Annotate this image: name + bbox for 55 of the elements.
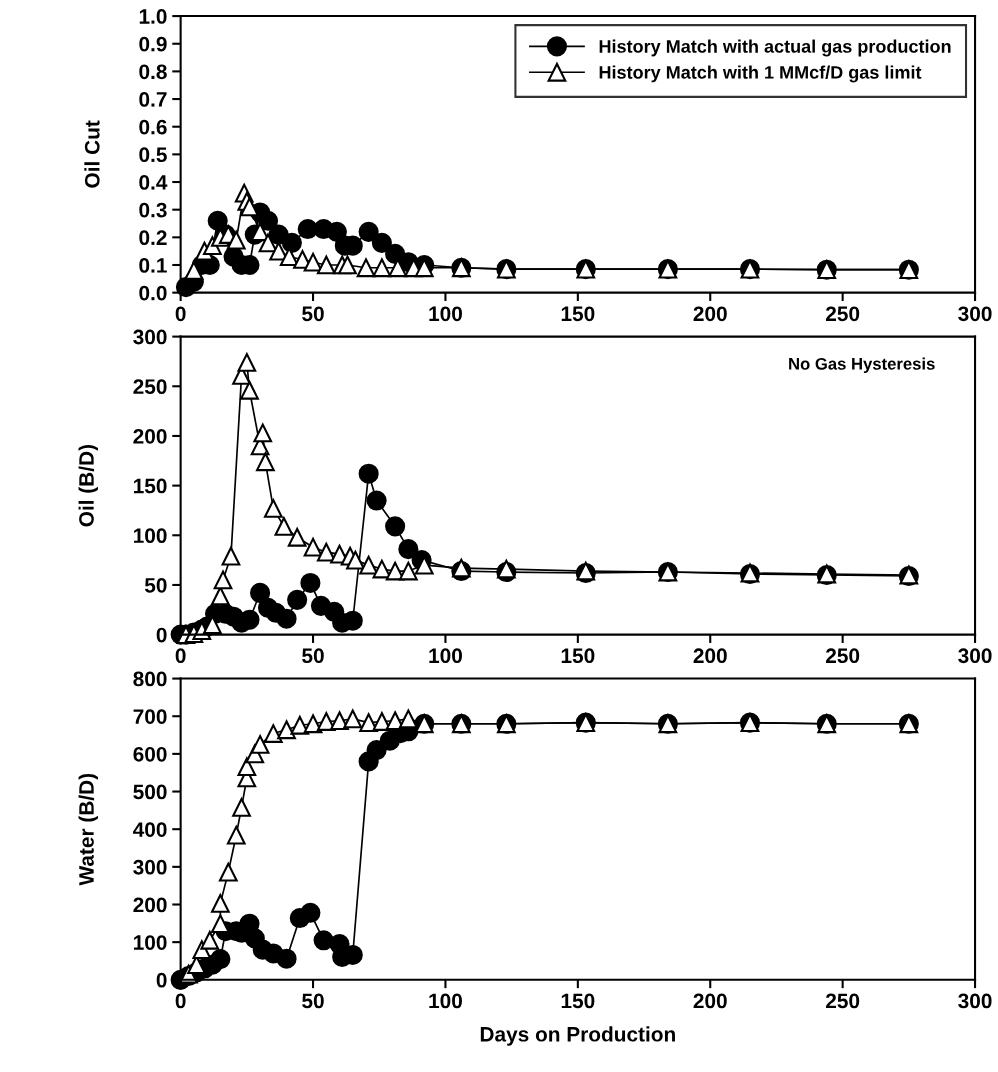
legend-label: History Match with actual gas production bbox=[599, 39, 951, 57]
y-tick-label: 150 bbox=[134, 478, 167, 494]
x-tick-label: 100 bbox=[429, 648, 462, 664]
y-tick-label: 0 bbox=[156, 627, 167, 643]
y-tick-label: 1.0 bbox=[139, 9, 167, 24]
x-tick-label: 50 bbox=[302, 648, 324, 664]
x-tick-label: 200 bbox=[693, 648, 727, 664]
x-tick-label: 300 bbox=[958, 306, 992, 322]
x-tick-label: 0 bbox=[175, 648, 186, 664]
y-tick-label: 0.5 bbox=[139, 147, 167, 163]
x-tick-label: 0 bbox=[175, 306, 186, 322]
y-axis-title: Oil Cut bbox=[84, 120, 100, 188]
y-tick-label: 300 bbox=[133, 859, 167, 875]
y-tick-label: 0.6 bbox=[139, 119, 167, 135]
y-tick-label: 300 bbox=[133, 329, 167, 345]
x-tick-label: 150 bbox=[561, 993, 595, 1009]
y-tick-label: 700 bbox=[133, 709, 167, 724]
x-tick-label: 150 bbox=[561, 648, 595, 664]
y-tick-label: 0.8 bbox=[139, 64, 167, 80]
x-tick-label: 250 bbox=[825, 648, 860, 664]
x-tick-label: 200 bbox=[693, 306, 727, 322]
y-tick-label: 50 bbox=[144, 577, 167, 593]
y-tick-label: 0.1 bbox=[139, 258, 167, 273]
x-tick-label: 50 bbox=[302, 306, 324, 322]
y-tick-label: 800 bbox=[133, 671, 167, 687]
legend-label: History Match with 1 MMcf/D gas limit bbox=[599, 65, 922, 83]
y-tick-label: 600 bbox=[133, 746, 167, 762]
x-tick-label: 300 bbox=[958, 648, 992, 664]
x-axis-title: Days on Production bbox=[480, 1026, 675, 1046]
x-tick-label: 200 bbox=[693, 993, 727, 1009]
y-tick-label: 0 bbox=[156, 972, 167, 988]
x-tick-label: 250 bbox=[825, 993, 860, 1009]
y-tick-label: 250 bbox=[133, 379, 167, 395]
y-tick-label: 0.0 bbox=[139, 285, 167, 301]
y-tick-label: 0.3 bbox=[139, 202, 167, 218]
y-tick-label: 400 bbox=[133, 822, 167, 837]
x-tick-label: 100 bbox=[429, 306, 462, 322]
y-tick-label: 0.7 bbox=[139, 92, 167, 107]
y-tick-label: 0.9 bbox=[139, 36, 167, 52]
x-tick-label: 100 bbox=[429, 993, 462, 1009]
y-tick-label: 500 bbox=[133, 784, 167, 800]
y-tick-label: 200 bbox=[133, 428, 167, 444]
y-axis-title: Water (B/D) bbox=[78, 773, 98, 886]
y-tick-label: 0.2 bbox=[139, 230, 167, 246]
x-tick-label: 50 bbox=[302, 993, 324, 1009]
x-tick-label: 0 bbox=[175, 993, 186, 1009]
y-tick-label: 100 bbox=[134, 528, 167, 544]
y-axis-title: Oil (B/D) bbox=[78, 444, 98, 527]
y-tick-label: 200 bbox=[133, 897, 167, 913]
x-tick-label: 250 bbox=[825, 306, 860, 322]
x-tick-label: 300 bbox=[958, 993, 992, 1009]
annotation: No Gas Hysteresis bbox=[789, 357, 935, 374]
y-tick-label: 100 bbox=[134, 935, 167, 950]
x-tick-label: 150 bbox=[561, 306, 595, 322]
y-tick-label: 0.4 bbox=[139, 175, 168, 190]
